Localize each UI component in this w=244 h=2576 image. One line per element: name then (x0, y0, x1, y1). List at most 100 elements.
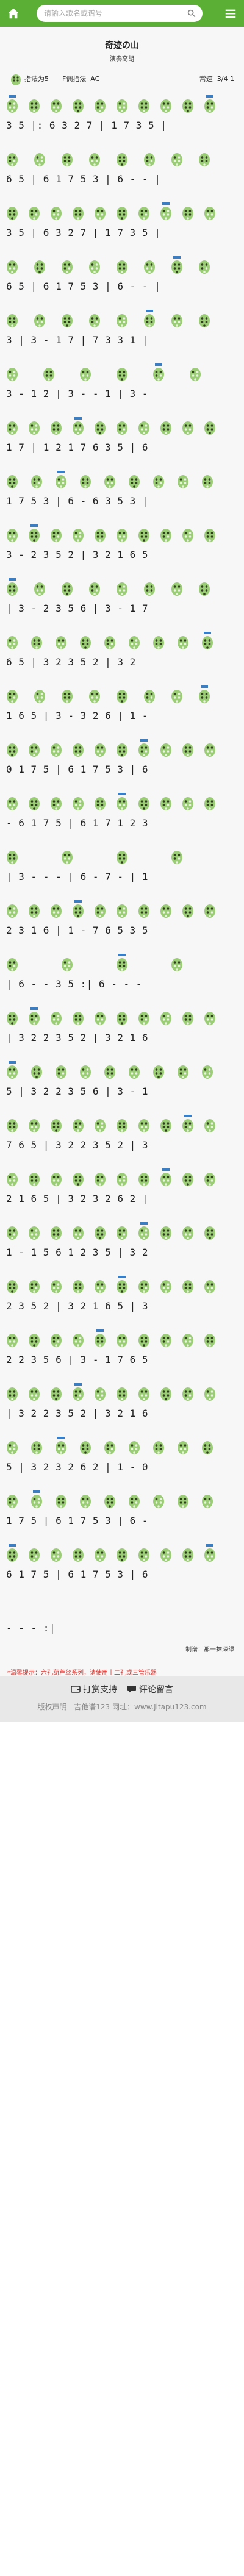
ocarina-fingering (182, 1173, 193, 1186)
search-box[interactable] (37, 5, 203, 22)
sheet-info: 指法为 5 F调指法 AC 常速 3/4 1 (10, 70, 234, 88)
warm-tip: *温馨提示：六孔葫芦丝系列，请使用十二孔或三管乐器 (7, 1670, 157, 1676)
ocarina-fingering (31, 1490, 42, 1508)
ocarina-fingering (160, 1119, 171, 1132)
ocarina-fingering (117, 314, 127, 327)
score-row: 3 - 1 2 | 3 - - 1 | 3 - (0, 361, 244, 415)
ocarina-fingering (29, 99, 40, 113)
ocarina-fingering (138, 904, 149, 918)
ocarina-fingering (182, 1115, 193, 1132)
ocarina-fingering (62, 153, 73, 166)
score-row: 2 2 3 5 6 | 3 - 1 7 6 5 (0, 1327, 244, 1381)
ocarina-fingering (182, 1012, 193, 1025)
ocarina-fingering (182, 529, 193, 542)
ocarina-fingering (117, 954, 127, 971)
ocarina-fingering (199, 153, 210, 166)
ocarina-fingering (7, 314, 18, 327)
ocarina-fingering (138, 1280, 149, 1293)
ocarina-fingering (144, 310, 155, 327)
score-row: 2 3 1 6 | 1 - 7 6 5 3 5 (0, 898, 244, 951)
ocarina-fingering (29, 1334, 40, 1347)
jianpu-notes: 3 | 3 - 1 7 | 7 3 3 1 | (6, 334, 149, 346)
ocarina-fingering (104, 636, 115, 649)
ocarina-fingering (95, 1280, 106, 1293)
ocarina-fingering (31, 1065, 42, 1079)
score-row: 6 5 | 6 1 7 5 3 | 6 - - | (0, 146, 244, 200)
jianpu-notes: 5 | 3 2 3 2 6 2 | 1 - 0 (6, 1461, 149, 1473)
menu-icon (225, 9, 236, 18)
fingering-diagrams (7, 685, 210, 703)
ocarina-fingering (73, 529, 84, 542)
ocarina-fingering (7, 578, 18, 596)
score-row: 6 5 | 6 1 7 5 3 | 6 - - | (0, 254, 244, 307)
ocarina-fingering (95, 1387, 106, 1401)
ocarina-fingering (202, 1441, 213, 1454)
ocarina-fingering (51, 207, 62, 220)
ocarina-fingering (80, 1065, 91, 1079)
ocarina-fingering (204, 95, 215, 113)
ocarina-fingering (7, 958, 18, 971)
ocarina-fingering (73, 1012, 84, 1025)
score-row: 5 | 3 2 2 3 5 6 | 3 - 1 (0, 1059, 244, 1112)
ocarina-fingering (204, 1387, 215, 1401)
ocarina-fingering (95, 1226, 106, 1240)
ocarina-fingering (80, 1441, 91, 1454)
ocarina-fingering (153, 1441, 164, 1454)
search-input[interactable] (43, 9, 187, 18)
fingering-diagrams (7, 793, 215, 810)
ocarina-fingering (171, 153, 182, 166)
jianpu-notes: - - - :| (6, 1622, 56, 1634)
home-icon (7, 8, 20, 19)
ocarina-fingering (117, 529, 127, 542)
jianpu-notes: 2 1 6 5 | 3 2 3 2 6 2 | (6, 1193, 149, 1204)
comment-label: 评论留言 (139, 1685, 173, 1695)
ocarina-fingering (160, 529, 171, 542)
fingering-diagrams (7, 1115, 215, 1132)
fingering-diagrams (0, 1595, 244, 1620)
ocarina-fingering (202, 632, 213, 649)
ocarina-fingering (43, 368, 54, 381)
ocarina-fingering (29, 1007, 40, 1025)
fingering-diagrams (7, 578, 210, 596)
meter-label: 常速 (199, 75, 213, 83)
ocarina-fingering (160, 421, 171, 435)
ocarina-fingering (7, 1226, 18, 1240)
ocarina-fingering (29, 1548, 40, 1562)
ocarina-fingering (117, 1387, 127, 1401)
ocarina-fingering (104, 1065, 115, 1079)
home-button[interactable] (0, 0, 27, 27)
donate-button[interactable]: 打赏支持 (71, 1683, 117, 1695)
fingering-diagrams (7, 1222, 215, 1240)
ocarina-fingering (73, 1334, 84, 1347)
score-row: 1 7 5 3 | 6 - 6 3 5 3 | (0, 468, 244, 522)
ocarina-fingering (204, 1012, 215, 1025)
menu-button[interactable] (217, 0, 244, 27)
score-row: 2 1 6 5 | 3 2 3 2 6 2 | (0, 1166, 244, 1220)
comment-button[interactable]: 评论留言 (127, 1683, 173, 1695)
jianpu-notes: 3 5 | 6 3 2 7 | 1 7 3 5 | (6, 227, 161, 238)
ocarina-fingering (95, 904, 106, 918)
jianpu-notes: 1 6 5 | 3 - 3 2 6 | 1 - (6, 710, 149, 721)
ocarina-fingering (182, 797, 193, 810)
fingering-diagrams (7, 739, 215, 757)
fingering-diagrams (7, 632, 213, 649)
ocarina-fingering (31, 636, 42, 649)
ocarina-fingering (62, 958, 73, 971)
ocarina-fingering (29, 1173, 40, 1186)
search-icon[interactable] (187, 9, 196, 18)
ocarina-fingering (182, 743, 193, 757)
ocarina-fingering (117, 582, 127, 596)
ocarina-fingering (204, 1280, 215, 1293)
ocarina-fingering (73, 1548, 84, 1562)
ocarina-fingering (7, 207, 18, 220)
ocarina-fingering (73, 417, 84, 435)
footer: 打赏支持 评论留言 版权声明 吉他谱123 网址：www.Jitapu123.c… (0, 1676, 244, 1722)
disclaimer-link[interactable]: 版权声明 (37, 1703, 67, 1711)
ocarina-fingering (144, 582, 155, 596)
ocarina-fingering (178, 1495, 188, 1508)
ocarina-fingering (95, 1012, 106, 1025)
ocarina-fingering (80, 475, 91, 488)
fingering-diagrams (7, 1168, 215, 1186)
ocarina-fingering (182, 1387, 193, 1401)
ocarina-fingering (89, 153, 100, 166)
